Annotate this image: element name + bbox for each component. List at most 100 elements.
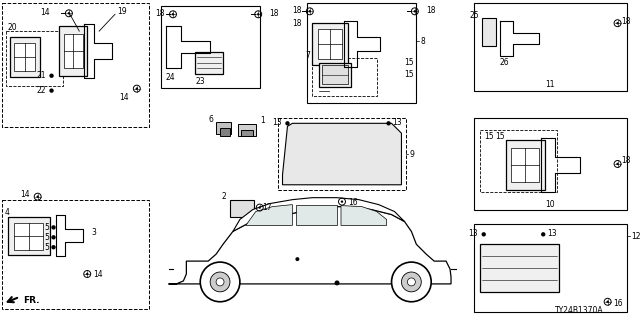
Text: 13: 13 <box>468 229 478 238</box>
Text: 13: 13 <box>272 118 282 127</box>
Bar <box>6 31 63 86</box>
Text: 3: 3 <box>91 228 96 237</box>
Text: 1: 1 <box>260 116 264 125</box>
Text: 16: 16 <box>348 198 358 207</box>
Text: 18: 18 <box>292 6 301 15</box>
Text: 18: 18 <box>269 9 279 18</box>
Text: 20: 20 <box>8 23 17 32</box>
Text: 9: 9 <box>410 149 414 158</box>
Text: 7: 7 <box>305 52 310 60</box>
Polygon shape <box>233 198 404 231</box>
Circle shape <box>68 12 70 14</box>
Bar <box>2 200 148 309</box>
Circle shape <box>257 13 259 15</box>
Circle shape <box>616 22 619 24</box>
Bar <box>2 4 148 127</box>
Circle shape <box>259 206 261 209</box>
Bar <box>220 128 230 136</box>
Text: 8: 8 <box>420 36 425 45</box>
Text: 4: 4 <box>5 208 10 217</box>
Bar <box>506 140 545 190</box>
Bar <box>60 26 87 76</box>
Text: 25: 25 <box>469 11 479 20</box>
Bar <box>195 52 223 74</box>
Text: 6: 6 <box>208 115 213 124</box>
Text: 24: 24 <box>166 73 175 82</box>
Bar <box>161 6 260 88</box>
Bar <box>14 43 35 71</box>
Bar <box>8 218 49 255</box>
Circle shape <box>49 74 54 78</box>
Circle shape <box>36 196 39 198</box>
Circle shape <box>136 87 138 90</box>
Circle shape <box>401 272 421 292</box>
Bar <box>480 130 557 192</box>
Bar <box>216 122 231 134</box>
Circle shape <box>616 163 619 165</box>
Bar <box>323 65 348 84</box>
Text: 18: 18 <box>155 9 164 18</box>
Circle shape <box>335 280 339 285</box>
Polygon shape <box>168 207 451 284</box>
Bar <box>312 23 348 65</box>
Bar <box>10 37 40 77</box>
Text: 26: 26 <box>500 58 509 67</box>
Circle shape <box>607 300 609 303</box>
Text: 5: 5 <box>45 233 49 242</box>
Bar <box>474 224 627 312</box>
Bar <box>241 130 253 136</box>
Text: FR.: FR. <box>23 296 39 305</box>
Text: 11: 11 <box>545 80 555 89</box>
Text: TY24B1370A: TY24B1370A <box>555 306 604 315</box>
Bar <box>511 148 539 182</box>
Circle shape <box>210 272 230 292</box>
Bar <box>317 29 342 59</box>
Bar <box>482 18 495 46</box>
Circle shape <box>387 121 391 125</box>
Text: 15: 15 <box>484 132 493 141</box>
Circle shape <box>172 13 174 15</box>
Text: 22: 22 <box>36 86 45 95</box>
Text: 15: 15 <box>495 132 505 141</box>
Text: 13: 13 <box>547 229 557 238</box>
Bar <box>238 124 256 136</box>
Text: 16: 16 <box>614 299 623 308</box>
Circle shape <box>413 10 416 12</box>
Circle shape <box>51 245 56 249</box>
Polygon shape <box>296 204 337 225</box>
Bar <box>312 58 377 96</box>
Bar <box>474 118 627 210</box>
Text: 2: 2 <box>221 192 226 201</box>
Circle shape <box>49 88 54 93</box>
Bar <box>278 118 406 190</box>
Bar <box>319 63 351 87</box>
Bar <box>230 200 254 218</box>
Text: 14: 14 <box>20 190 29 199</box>
Text: 5: 5 <box>45 223 49 232</box>
Bar <box>307 4 417 102</box>
Text: 23: 23 <box>195 77 205 86</box>
Text: 18: 18 <box>292 19 301 28</box>
Polygon shape <box>282 123 401 185</box>
Circle shape <box>86 273 88 275</box>
Text: 14: 14 <box>93 270 103 279</box>
Bar <box>14 223 44 250</box>
Text: 5: 5 <box>45 243 49 252</box>
Circle shape <box>285 121 290 125</box>
Circle shape <box>51 235 56 239</box>
Text: 18: 18 <box>621 17 631 26</box>
Text: 17: 17 <box>262 203 272 212</box>
Polygon shape <box>246 204 292 225</box>
Text: 14: 14 <box>119 93 129 102</box>
Circle shape <box>51 225 56 229</box>
Text: 18: 18 <box>426 6 436 15</box>
Circle shape <box>296 257 300 261</box>
Circle shape <box>481 232 486 236</box>
Text: 18: 18 <box>621 156 631 164</box>
Text: 13: 13 <box>392 118 402 127</box>
Circle shape <box>392 262 431 302</box>
Text: 21: 21 <box>36 71 45 80</box>
Circle shape <box>541 232 545 236</box>
Text: 10: 10 <box>545 200 555 209</box>
Text: 15: 15 <box>404 70 414 79</box>
